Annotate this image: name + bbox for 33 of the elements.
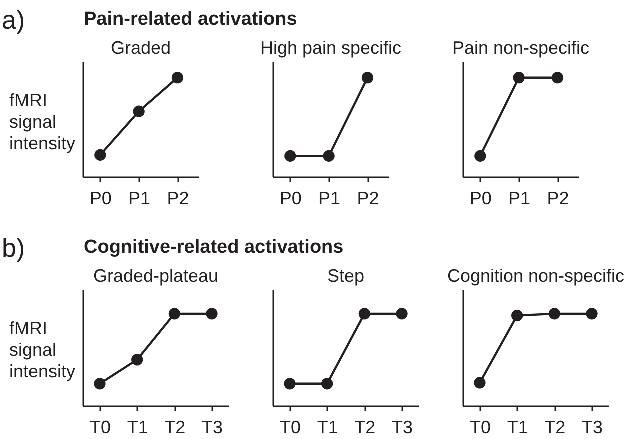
x-tick-label: T1 bbox=[127, 418, 148, 438]
x-tick-label: T2 bbox=[164, 418, 186, 438]
x-tick-label: T2 bbox=[544, 418, 566, 438]
x-tick-label: P1 bbox=[128, 188, 151, 208]
x-tick-label: P2 bbox=[357, 188, 380, 208]
text: a) bbox=[2, 5, 26, 35]
y-axis-title: fMRI signal intensity bbox=[10, 318, 76, 382]
x-tick-label: P0 bbox=[280, 188, 302, 208]
x-tick-label: T1 bbox=[507, 418, 528, 438]
text: Cognitive-related activations bbox=[84, 237, 344, 258]
x-tick-label: P0 bbox=[90, 188, 112, 208]
chart-title: High pain specific bbox=[260, 38, 402, 58]
chart-title: Pain non-specific bbox=[452, 38, 590, 58]
x-tick-label: P0 bbox=[470, 188, 492, 208]
text: Pain-related activations bbox=[84, 9, 298, 30]
chart-title: Graded bbox=[110, 38, 172, 58]
x-tick-label: T3 bbox=[582, 418, 604, 438]
x-tick-label: T3 bbox=[202, 418, 224, 438]
chart-title: Cognition non-specific bbox=[447, 266, 625, 286]
x-tick-label: P2 bbox=[167, 188, 190, 208]
x-tick-label: P1 bbox=[508, 188, 531, 208]
x-tick-label: T1 bbox=[317, 418, 338, 438]
text: b) bbox=[2, 233, 26, 263]
x-tick-label: T3 bbox=[392, 418, 414, 438]
y-axis-title: fMRI signal intensity bbox=[10, 90, 76, 154]
x-tick-label: T0 bbox=[470, 418, 491, 438]
x-tick-label: P2 bbox=[547, 188, 570, 208]
x-tick-label: T0 bbox=[90, 418, 111, 438]
x-tick-label: T0 bbox=[280, 418, 301, 438]
x-tick-label: P1 bbox=[318, 188, 341, 208]
chart-title: Step bbox=[327, 266, 365, 286]
chart-title: Graded-plateau bbox=[93, 266, 219, 286]
x-tick-label: T2 bbox=[354, 418, 376, 438]
